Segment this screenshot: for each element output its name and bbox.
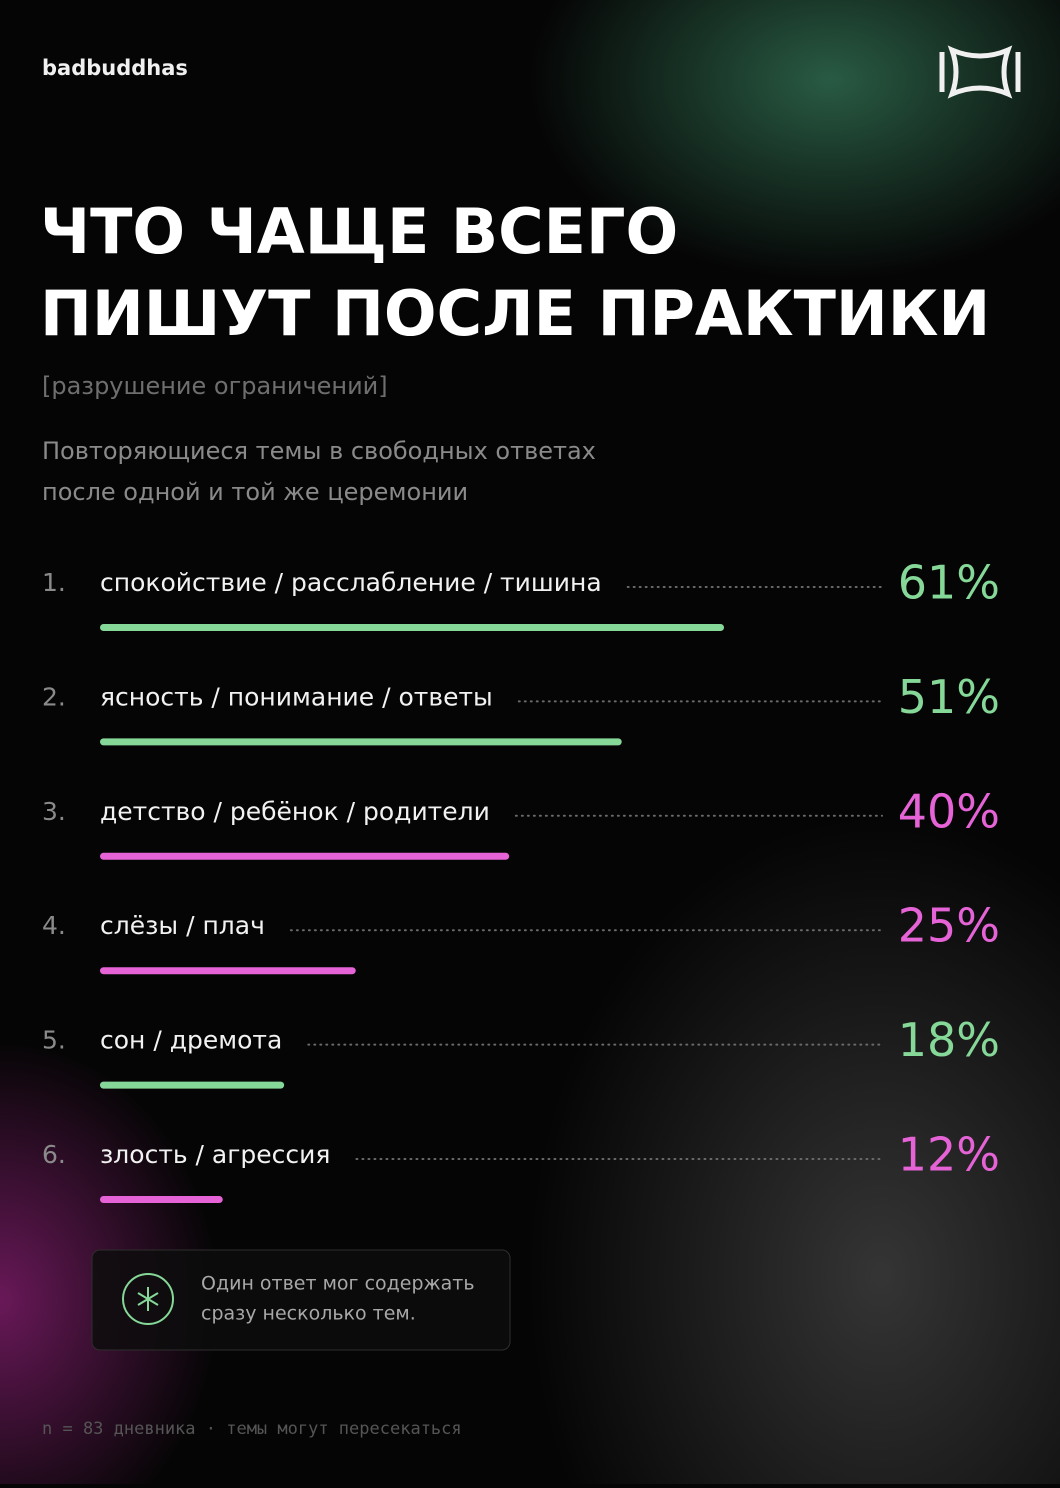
- footer: n = 83 дневника · темы могут пересекатьс…: [42, 1419, 462, 1439]
- bar: [100, 624, 725, 631]
- title-line: ЧТО ЧАЩЕ ВСЕГО: [40, 195, 678, 268]
- bar: [100, 1196, 223, 1203]
- description-line: Повторяющиеся темы в свободных ответах: [42, 437, 596, 465]
- rank: 3.: [42, 797, 66, 826]
- title-line: ПИШУТ ПОСЛЕ ПРАКТИКИ: [40, 277, 990, 350]
- note-icon-star: [137, 1287, 159, 1311]
- note-line: сразу несколько тем.: [201, 1303, 416, 1325]
- rank: 6.: [42, 1140, 66, 1169]
- glow: [530, 0, 1060, 280]
- category-label: слёзы / плач: [100, 911, 265, 940]
- chart: 1. спокойствие / расслабление / тишина 61%…: [42, 556, 1000, 1203]
- description-line: после одной и той же церемонии: [42, 478, 468, 506]
- rank: 4.: [42, 911, 66, 940]
- brand: badbuddhas: [42, 56, 188, 80]
- category-label: спокойствие / расслабление / тишина: [100, 568, 602, 597]
- value-label: 18%: [898, 1013, 1000, 1067]
- category-label: сон / дремота: [100, 1026, 282, 1055]
- value-label: 51%: [898, 670, 1000, 724]
- value-label: 61%: [898, 556, 1000, 610]
- category-label: детство / ребёнок / родители: [100, 797, 490, 826]
- bar: [100, 1081, 285, 1089]
- category-label: злость / агрессия: [100, 1140, 330, 1169]
- value-label: 12%: [898, 1128, 1000, 1182]
- bar: [100, 738, 622, 746]
- category-label: ясность / понимание / ответы: [100, 682, 493, 711]
- rank: 2.: [42, 682, 66, 711]
- note-line: Один ответ мог содержать: [201, 1273, 475, 1295]
- bar: [100, 852, 510, 860]
- note-icon: [122, 1273, 174, 1325]
- bar: [100, 967, 356, 975]
- value-label: 40%: [898, 784, 1000, 838]
- value-label: 25%: [898, 899, 1000, 953]
- subtitle: [разрушение ограничений]: [42, 372, 388, 400]
- photo-backdrop: [420, 650, 1060, 1484]
- rank: 5.: [42, 1026, 66, 1055]
- logo: [939, 45, 1021, 99]
- rank: 1.: [42, 568, 66, 597]
- note-box: [91, 1249, 511, 1351]
